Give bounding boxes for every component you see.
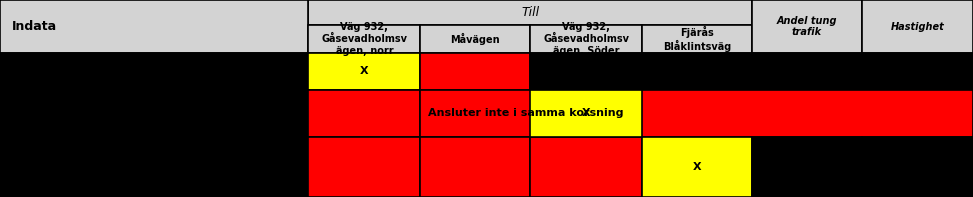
Bar — [530, 90, 642, 137]
Text: Till: Till — [522, 6, 539, 19]
Bar — [642, 25, 752, 53]
Bar — [420, 90, 973, 137]
Bar — [752, 53, 862, 90]
Bar — [530, 53, 642, 90]
Text: X: X — [360, 66, 369, 76]
Bar — [0, 53, 308, 90]
Bar — [642, 53, 752, 90]
Bar — [0, 0, 308, 53]
Text: X: X — [582, 108, 591, 118]
Bar — [420, 25, 530, 53]
Bar — [862, 53, 973, 90]
Text: Andel tung
trafik: Andel tung trafik — [776, 16, 838, 37]
Bar — [0, 90, 308, 137]
Bar — [752, 0, 862, 53]
Bar — [308, 53, 420, 90]
Bar — [862, 0, 973, 53]
Text: X: X — [693, 162, 702, 172]
Bar — [0, 137, 308, 197]
Bar — [308, 0, 752, 25]
Text: Väg 932,
Gåsevadholmsv
ägen, Söder: Väg 932, Gåsevadholmsv ägen, Söder — [543, 22, 630, 56]
Bar — [308, 137, 420, 197]
Bar — [420, 137, 530, 197]
Text: Indata: Indata — [12, 20, 56, 33]
Bar — [862, 137, 973, 197]
Text: Ansluter inte i samma korsning: Ansluter inte i samma korsning — [428, 108, 624, 118]
Bar — [308, 90, 420, 137]
Bar — [642, 137, 752, 197]
Text: Måvägen: Måvägen — [450, 33, 500, 45]
Bar — [530, 137, 642, 197]
Bar — [308, 25, 420, 53]
Text: Fjärås
Blåklintsväg: Fjärås Blåklintsväg — [663, 26, 732, 52]
Bar — [752, 137, 862, 197]
Bar — [530, 25, 642, 53]
Text: Hastighet: Hastighet — [890, 22, 945, 32]
Bar — [420, 53, 530, 90]
Text: Väg 932,
Gåsevadholmsv
ägen, norr: Väg 932, Gåsevadholmsv ägen, norr — [321, 22, 408, 56]
